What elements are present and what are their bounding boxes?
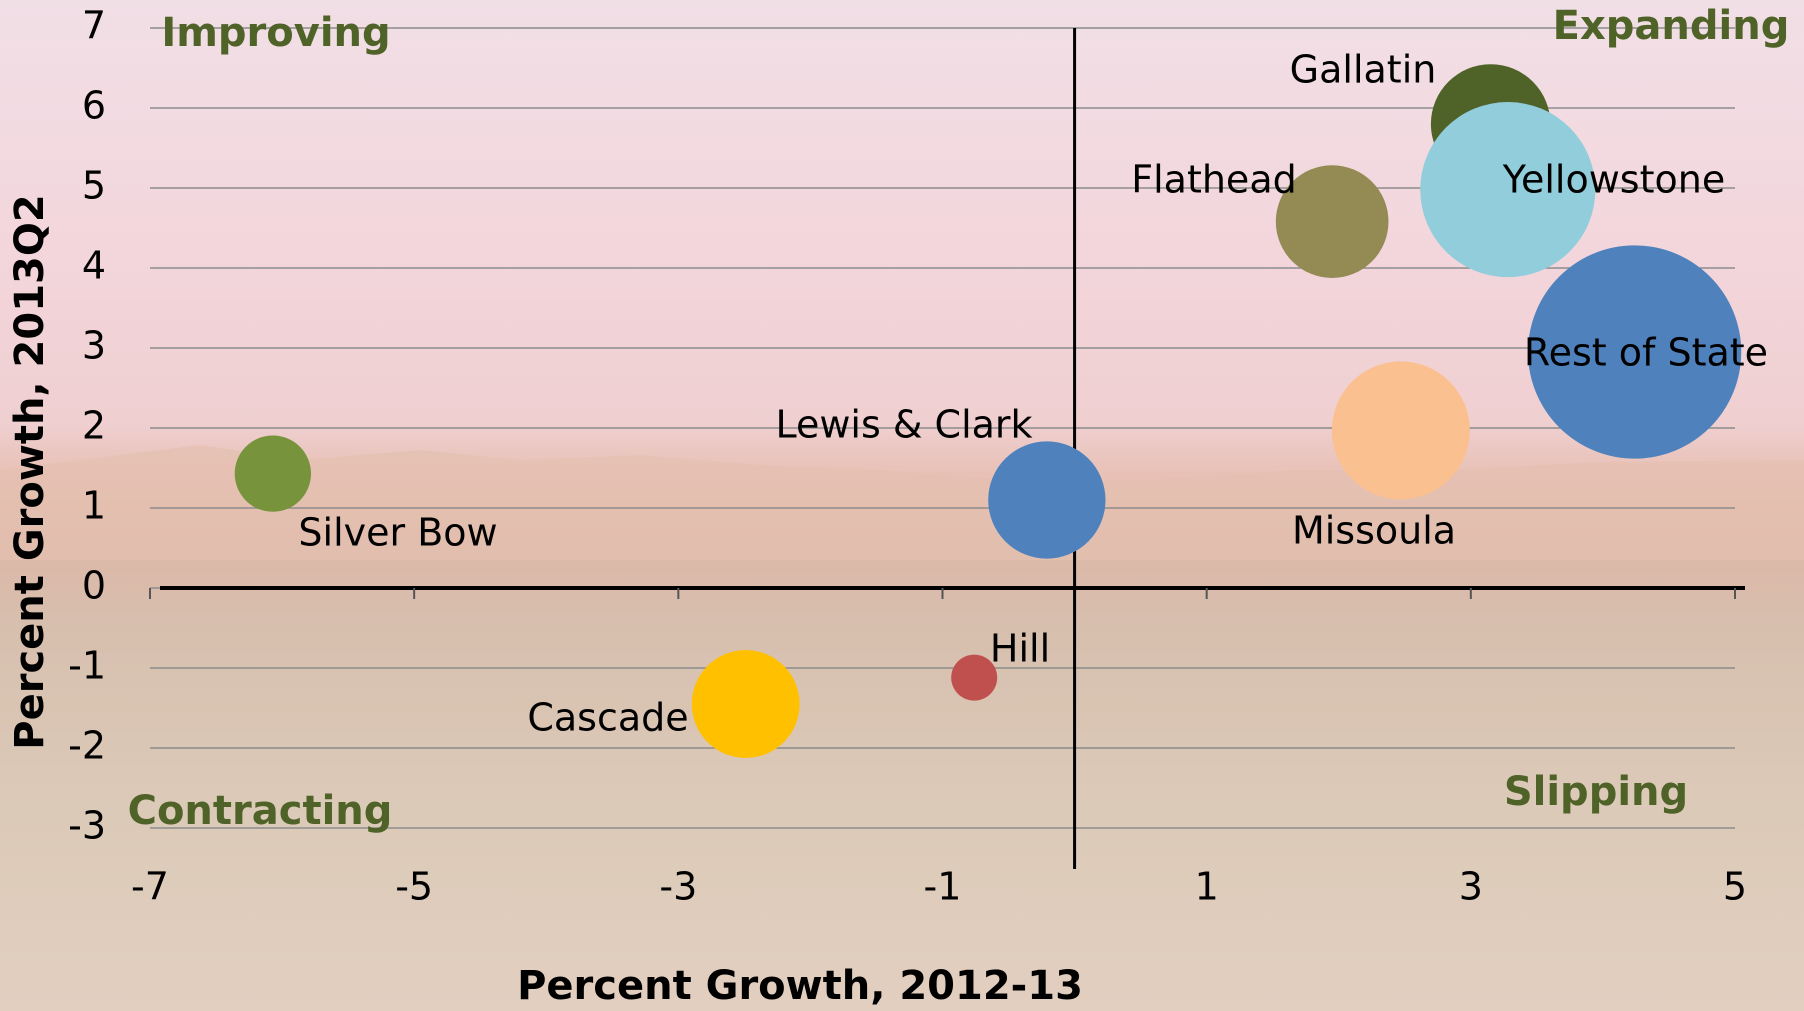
y-tick-label: 4 bbox=[82, 244, 106, 288]
y-tick-label: 1 bbox=[82, 484, 106, 528]
chart: -3 -2 -1 0 1 2 3 4 5 6 7 -7 -5 -3 -1 1 3 5 Silver Bow Casca… bbox=[0, 0, 1804, 1011]
bubble bbox=[988, 441, 1105, 558]
quadrant-label: Improving bbox=[161, 10, 390, 56]
bubble-label: Missoula bbox=[1292, 509, 1456, 553]
bubble bbox=[235, 435, 311, 511]
bubble-label: Lewis & Clark bbox=[775, 403, 1032, 447]
bubble-label: Hill bbox=[990, 627, 1050, 671]
bubble-label: Cascade bbox=[527, 696, 688, 740]
y-tick-label: 0 bbox=[82, 564, 106, 608]
y-tick-label: 6 bbox=[82, 84, 106, 128]
x-tick-label: -3 bbox=[659, 865, 697, 909]
x-tick-label: -1 bbox=[924, 865, 962, 909]
quadrant-label: Expanding bbox=[1553, 3, 1790, 49]
x-tick-label: 5 bbox=[1723, 865, 1747, 909]
quadrant-label: Contracting bbox=[128, 788, 393, 834]
y-tick-label: -2 bbox=[68, 724, 106, 768]
bubble bbox=[1332, 361, 1470, 499]
y-tick-label: 2 bbox=[82, 404, 106, 448]
y-tick-label: -3 bbox=[68, 804, 106, 848]
x-tick-label: -7 bbox=[131, 865, 169, 909]
x-tick-label: -5 bbox=[395, 865, 433, 909]
y-tick-label: 3 bbox=[82, 324, 106, 368]
bubble-label: Gallatin bbox=[1290, 48, 1437, 92]
bubble-label: Rest of State bbox=[1524, 331, 1768, 375]
x-tick-label: 1 bbox=[1195, 865, 1219, 909]
y-axis-title: Percent Growth, 2013Q2 bbox=[7, 194, 53, 749]
bubble bbox=[692, 650, 800, 758]
y-tick-label: -1 bbox=[68, 644, 106, 688]
bubble-label: Flathead bbox=[1131, 158, 1296, 202]
x-tick-label: 3 bbox=[1459, 865, 1483, 909]
quadrant-label: Slipping bbox=[1504, 769, 1688, 815]
x-axis-title: Percent Growth, 2012-13 bbox=[517, 963, 1083, 1009]
y-tick-label: 7 bbox=[82, 4, 106, 48]
bubble-label: Silver Bow bbox=[298, 511, 497, 555]
bubble-label: Yellowstone bbox=[1502, 158, 1725, 202]
y-tick-label: 5 bbox=[82, 164, 106, 208]
